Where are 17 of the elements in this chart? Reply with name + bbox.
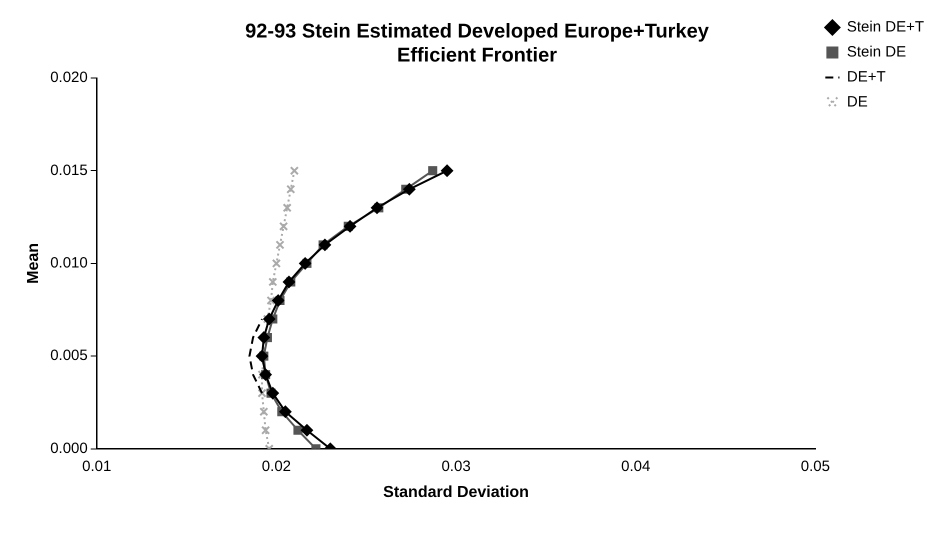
y-tick-label: 0.015 [50, 162, 88, 179]
y-tick-label: 0.005 [50, 347, 88, 364]
y-tick-label: 0.020 [50, 69, 88, 86]
x-tick-label: 0.01 [82, 458, 112, 475]
y-axis-title: Mean [25, 242, 42, 284]
legend-label: DE+T [846, 68, 886, 86]
x-axis-title: Standard Deviation [383, 484, 529, 501]
x-tick-label: 0.03 [441, 458, 471, 475]
chart-title: 92-93 Stein Estimated Developed Europe+Turkey Efficient Frontier [245, 20, 710, 67]
y-tick-label: 0.000 [50, 440, 88, 457]
x-tick-label: 0.02 [262, 458, 291, 475]
legend-label: Stein DE+T [846, 18, 924, 36]
x-tick-label: 0.04 [621, 458, 650, 475]
x-tick-label: 0.05 [800, 458, 830, 475]
y-tick-label: 0.010 [50, 254, 88, 272]
legend-label: Stein DE [846, 44, 906, 61]
legend-label: DE [846, 94, 868, 111]
